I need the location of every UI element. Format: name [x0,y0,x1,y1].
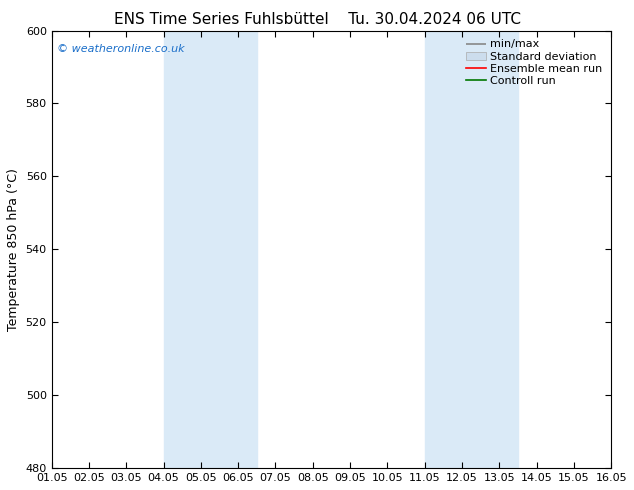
Bar [164,30,257,468]
Text: © weatheronline.co.uk: © weatheronline.co.uk [57,44,185,54]
Text: ENS Time Series Fuhlsbüttel    Tu. 30.04.2024 06 UTC: ENS Time Series Fuhlsbüttel Tu. 30.04.20… [113,12,521,27]
Legend: min/max, Standard deviation, Ensemble mean run, Controll run: min/max, Standard deviation, Ensemble me… [462,36,605,90]
Bar [425,30,518,468]
Y-axis label: Temperature 850 hPa (°C): Temperature 850 hPa (°C) [7,168,20,331]
